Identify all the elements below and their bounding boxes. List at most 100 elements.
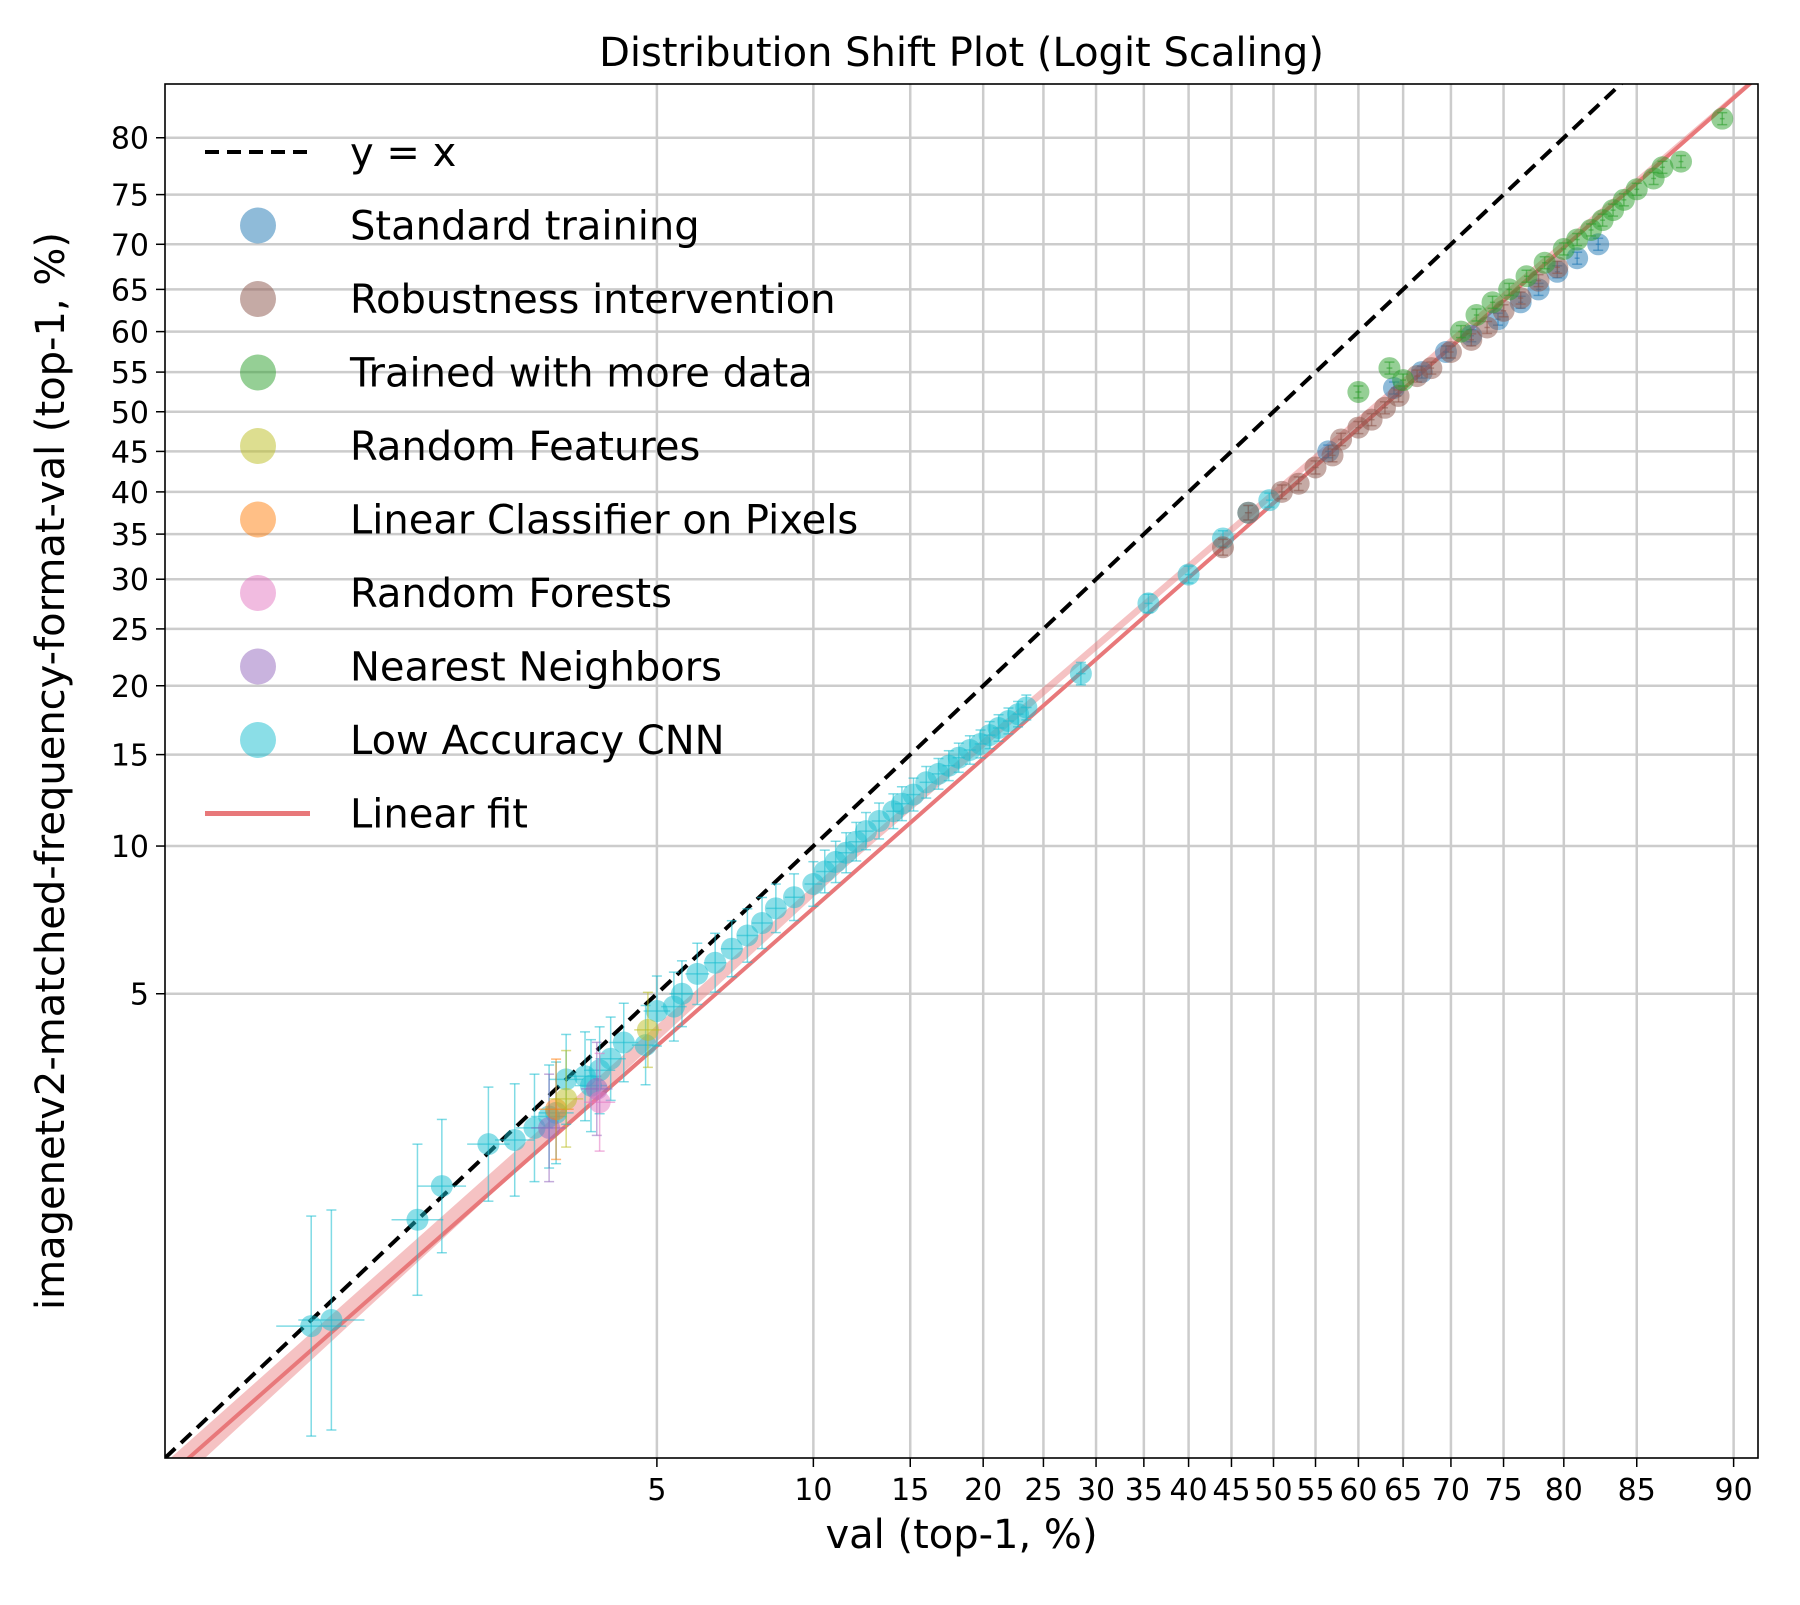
legend-label: Trained with more data bbox=[349, 351, 813, 397]
legend-swatch bbox=[240, 648, 276, 685]
data-point bbox=[612, 1031, 635, 1054]
data-point bbox=[1515, 265, 1538, 288]
chart-title: Distribution Shift Plot (Logit Scaling) bbox=[599, 30, 1324, 76]
data-point bbox=[645, 1000, 668, 1023]
x-axis-ticks: 5 10 15 20 25 30 35 40 45 50 55 60 65 70 75 80 85 90 bbox=[647, 1458, 1753, 1508]
legend-item: Standard training bbox=[240, 204, 700, 250]
data-point bbox=[1651, 156, 1674, 179]
data-point bbox=[1465, 303, 1488, 326]
data-point bbox=[636, 1018, 659, 1041]
data-point bbox=[1392, 369, 1415, 392]
data-point bbox=[670, 982, 693, 1005]
legend-item: Robustness intervention bbox=[240, 277, 836, 323]
legend-swatch bbox=[240, 575, 276, 611]
data-point bbox=[783, 886, 806, 909]
x-tick-label: 75 bbox=[1484, 1473, 1522, 1508]
data-point bbox=[538, 1116, 561, 1139]
data-point bbox=[1287, 472, 1310, 495]
y-axis-ticks: 5 10 15 20 25 30 35 40 45 50 55 60 65 70 75 80 bbox=[111, 122, 165, 1013]
x-tick-label: 65 bbox=[1384, 1473, 1422, 1508]
series-robustness-intervention bbox=[1211, 256, 1569, 559]
legend-item: Random Features bbox=[240, 424, 700, 470]
x-tick-label: 5 bbox=[647, 1473, 666, 1508]
data-point bbox=[1137, 592, 1160, 615]
legend-item: y = x bbox=[205, 130, 456, 176]
data-point bbox=[720, 937, 743, 960]
legend-label: Standard training bbox=[350, 204, 700, 250]
x-tick-label: 25 bbox=[1024, 1473, 1062, 1508]
data-point bbox=[477, 1133, 500, 1156]
x-tick-label: 80 bbox=[1545, 1473, 1583, 1508]
legend-item: Linear fit bbox=[205, 792, 528, 838]
x-tick-label: 50 bbox=[1254, 1473, 1292, 1508]
legend-item: Random Forests bbox=[240, 571, 672, 617]
legend-swatch bbox=[240, 281, 276, 317]
series-trained-with-more-data bbox=[1347, 107, 1734, 403]
legend-swatch bbox=[240, 501, 276, 538]
x-tick-label: 45 bbox=[1212, 1473, 1250, 1508]
y-tick-label: 65 bbox=[111, 273, 149, 308]
data-point bbox=[1498, 278, 1521, 301]
grid bbox=[165, 84, 1758, 1458]
y-tick-label: 5 bbox=[130, 978, 149, 1013]
data-point bbox=[1304, 456, 1327, 479]
y-tick-label: 25 bbox=[111, 613, 149, 648]
data-point bbox=[599, 1047, 622, 1070]
y-tick-label: 20 bbox=[111, 670, 149, 705]
legend-label: Robustness intervention bbox=[350, 277, 836, 323]
y-tick-label: 40 bbox=[111, 476, 149, 511]
data-point bbox=[1669, 150, 1692, 173]
data-point bbox=[1015, 696, 1038, 719]
data-point bbox=[704, 951, 727, 974]
x-tick-label: 60 bbox=[1339, 1473, 1377, 1508]
x-tick-label: 40 bbox=[1169, 1473, 1207, 1508]
data-point bbox=[320, 1309, 343, 1332]
y-tick-label: 30 bbox=[111, 563, 149, 598]
data-point bbox=[555, 1087, 578, 1110]
data-point bbox=[588, 1091, 611, 1114]
series-nearest-neighbors bbox=[531, 1041, 613, 1183]
x-tick-label: 15 bbox=[891, 1473, 929, 1508]
data-point bbox=[1211, 536, 1234, 559]
data-point bbox=[1449, 320, 1472, 343]
legend: y = x Standard training Robustness interve… bbox=[205, 130, 858, 838]
legend-label: Nearest Neighbors bbox=[350, 645, 722, 691]
x-axis-label: val (top-1, %) bbox=[825, 1512, 1097, 1558]
legend-label: Linear fit bbox=[350, 792, 528, 838]
data-point bbox=[1481, 291, 1504, 314]
x-tick-label: 90 bbox=[1715, 1473, 1753, 1508]
series-random-features bbox=[549, 991, 662, 1148]
data-point bbox=[1439, 341, 1462, 364]
data-point bbox=[300, 1315, 323, 1338]
y-equals-x-line bbox=[165, 84, 1624, 1458]
data-point bbox=[503, 1128, 526, 1151]
legend-item: Nearest Neighbors bbox=[240, 645, 722, 691]
legend-swatch bbox=[240, 207, 276, 244]
y-tick-label: 80 bbox=[111, 122, 149, 157]
x-tick-label: 55 bbox=[1296, 1473, 1334, 1508]
legend-swatch bbox=[240, 428, 276, 464]
data-point bbox=[1270, 480, 1293, 503]
y-tick-label: 75 bbox=[111, 179, 149, 214]
legend-label: Linear Classifier on Pixels bbox=[350, 498, 858, 544]
y-axis-label: imagenetv2-matched-frequency-format-val … bbox=[28, 232, 74, 1310]
data-point bbox=[1177, 563, 1200, 586]
data-point bbox=[1347, 380, 1370, 403]
data-point bbox=[1237, 501, 1260, 524]
x-tick-label: 30 bbox=[1077, 1473, 1115, 1508]
data-points bbox=[276, 107, 1734, 1437]
data-point bbox=[736, 924, 759, 947]
plot-frame bbox=[164, 83, 1759, 1459]
data-point bbox=[686, 962, 709, 985]
legend-item: Trained with more data bbox=[240, 351, 813, 397]
x-tick-label: 85 bbox=[1618, 1473, 1656, 1508]
legend-item: Low Accuracy CNN bbox=[240, 718, 725, 764]
data-point bbox=[430, 1175, 453, 1198]
y-tick-label: 45 bbox=[111, 435, 149, 470]
data-point bbox=[1330, 428, 1353, 451]
data-point bbox=[751, 912, 774, 935]
y-tick-label: 35 bbox=[111, 518, 149, 553]
y-tick-label: 60 bbox=[111, 316, 149, 351]
